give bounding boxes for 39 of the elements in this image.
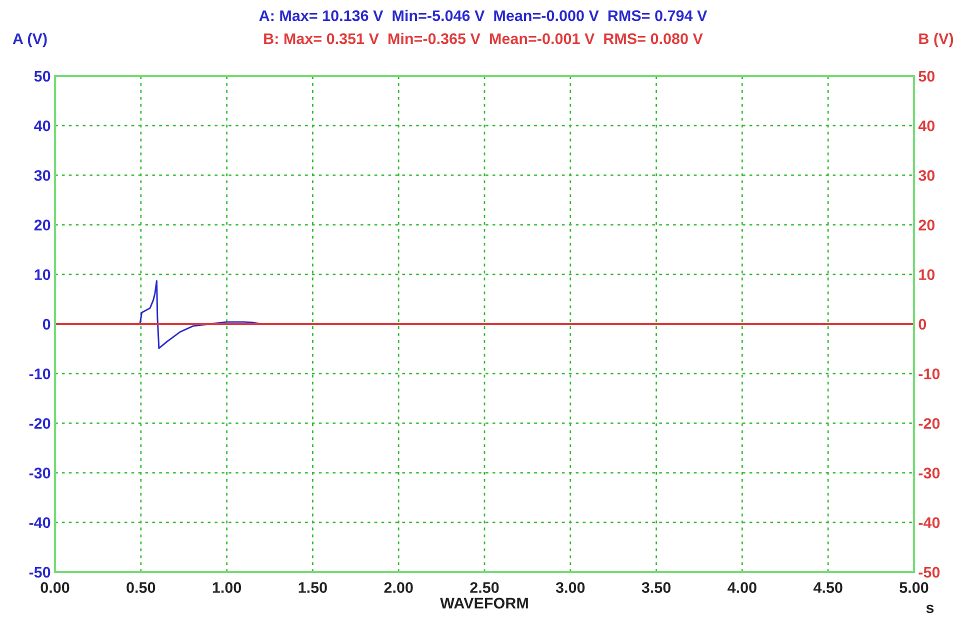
y2-tick-label: -40 xyxy=(918,517,940,528)
y-tick-label: -40 xyxy=(29,517,50,528)
x-axis-title: WAVEFORM xyxy=(440,598,528,609)
y-tick-label: 0 xyxy=(42,318,50,330)
chart-title: A: Max= 10.136 V Min=-5.046 V Mean=-0.000 V RMS= 0.794 V xyxy=(259,10,708,22)
y2-tick-label: 50 xyxy=(918,70,935,82)
y-tick-label: 30 xyxy=(34,170,50,181)
y2-tick-label: 0 xyxy=(918,318,926,330)
y-tick-label: 10 xyxy=(34,269,50,280)
x-tick-label: 0.50 xyxy=(126,582,156,593)
y-tick-label: -20 xyxy=(29,418,50,429)
x-tick-label: 1.50 xyxy=(298,582,327,593)
x-tick-label: 2.00 xyxy=(384,582,413,593)
x-tick-label: 4.50 xyxy=(813,582,842,593)
y-tick-label: -30 xyxy=(29,468,50,479)
y2-axis-title: B (V) xyxy=(919,32,954,48)
y2-tick-label: -30 xyxy=(918,468,940,479)
x-tick-label: 3.00 xyxy=(556,582,585,593)
y-tick-label: -50 xyxy=(29,566,50,578)
chart-subtitle: B: Max= 0.351 V Min=-0.365 V Mean=-0.001 V RMS= 0.080 V xyxy=(264,32,703,44)
y-tick-label: 50 xyxy=(34,70,50,82)
y2-tick-label: 40 xyxy=(918,120,935,132)
y-tick-label: 40 xyxy=(34,120,50,132)
x-tick-label: 1.00 xyxy=(212,582,242,593)
y-tick-label: -10 xyxy=(29,368,50,380)
y2-tick-label: -50 xyxy=(918,566,940,578)
text: s xyxy=(926,604,934,614)
y2-tick-label: 10 xyxy=(919,269,935,280)
x-tick-label: 4.00 xyxy=(728,582,756,593)
y2-tick-label: -20 xyxy=(918,418,940,429)
y2-tick-label: -10 xyxy=(918,368,940,380)
x-tick-label: 2.50 xyxy=(470,582,499,593)
x-tick-label: 0.00 xyxy=(40,582,70,593)
y2-tick-label: 30 xyxy=(918,170,935,181)
y2-tick-label: 20 xyxy=(918,220,935,230)
x-tick-label: 3.50 xyxy=(642,582,671,593)
x-tick-label: 5.00 xyxy=(900,582,928,593)
y-axis-title: A (V) xyxy=(12,32,47,48)
y-tick-label: 20 xyxy=(34,220,50,230)
